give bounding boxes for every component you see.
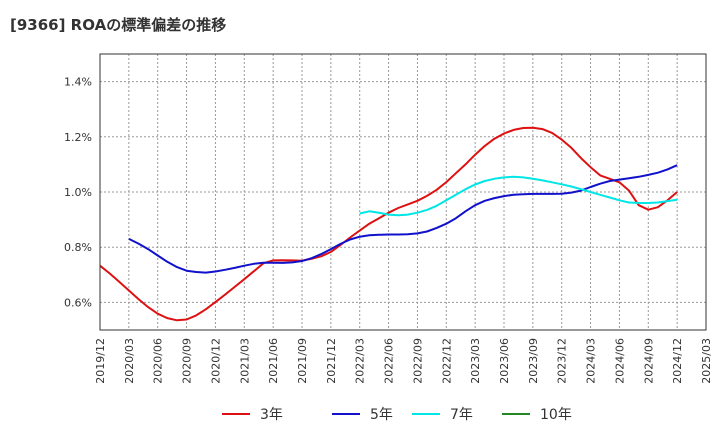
plot-frame bbox=[99, 53, 707, 331]
x-tick-label: 2020/09 bbox=[181, 338, 194, 384]
y-tick-label: 0.8% bbox=[64, 241, 92, 254]
legend-swatch bbox=[222, 413, 250, 415]
x-tick-label: 2024/09 bbox=[642, 338, 655, 384]
legend-swatch bbox=[502, 413, 530, 415]
x-tick-label: 2023/06 bbox=[498, 338, 511, 384]
y-tick-label: 1.2% bbox=[64, 131, 92, 144]
series-line-3年 bbox=[99, 126, 678, 322]
x-tick-label: 2024/03 bbox=[585, 338, 598, 384]
x-tick-label: 2022/06 bbox=[383, 338, 396, 384]
legend-label: 7年 bbox=[450, 407, 473, 423]
y-tick-label: 1.4% bbox=[64, 76, 92, 89]
x-tick-label: 2021/09 bbox=[296, 338, 309, 384]
y-tick-label: 0.6% bbox=[64, 296, 92, 309]
x-tick-label: 2023/09 bbox=[527, 338, 540, 384]
legend-label: 10年 bbox=[540, 407, 572, 423]
x-tick-label: 2022/12 bbox=[440, 338, 453, 384]
legend-label: 5年 bbox=[370, 407, 393, 423]
legend-swatch bbox=[332, 413, 360, 415]
x-tick-label: 2023/12 bbox=[556, 338, 569, 384]
x-tick-label: 2024/06 bbox=[613, 338, 626, 384]
legend-swatch bbox=[412, 413, 440, 415]
legend-label: 3年 bbox=[260, 407, 283, 423]
x-tick-label: 2020/03 bbox=[123, 338, 136, 384]
x-tick-label: 2020/12 bbox=[209, 338, 222, 384]
series-lines bbox=[99, 126, 678, 322]
x-tick-label: 2021/06 bbox=[267, 338, 280, 384]
x-tick-label: 2022/03 bbox=[354, 338, 367, 384]
x-tick-label: 2021/12 bbox=[325, 338, 338, 384]
x-tick-label: 2020/06 bbox=[152, 338, 165, 384]
y-axis-ticks: 0.6% 0.8% 1.0% 1.2% 1.4% bbox=[64, 76, 92, 310]
series-line-7年 bbox=[359, 175, 678, 217]
chart-title: [9366] ROAの標準偏差の推移 bbox=[10, 16, 227, 34]
series-line-5年 bbox=[128, 164, 678, 274]
x-tick-label: 2025/03 bbox=[700, 338, 713, 384]
x-axis-ticks: 2019/12 2020/03 2020/06 2020/09 2020/12 2021/… bbox=[94, 338, 713, 384]
x-tick-label: 2023/03 bbox=[469, 338, 482, 384]
x-tick-label: 2022/09 bbox=[411, 338, 424, 384]
grid-lines bbox=[99, 54, 707, 330]
x-tick-label: 2019/12 bbox=[94, 338, 107, 384]
x-tick-label: 2021/03 bbox=[238, 338, 251, 384]
y-tick-label: 1.0% bbox=[64, 186, 92, 199]
x-tick-label: 2024/12 bbox=[671, 338, 684, 384]
